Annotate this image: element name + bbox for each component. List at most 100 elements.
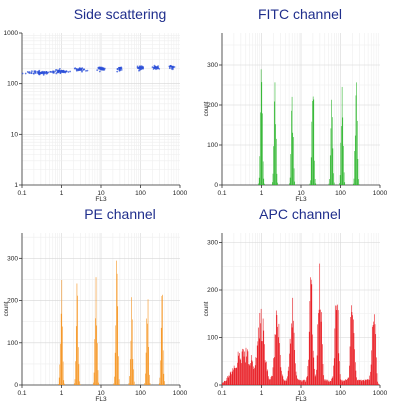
- histogram-bar: [350, 316, 351, 385]
- scatter-point: [101, 66, 103, 69]
- histogram-bar: [295, 363, 296, 385]
- histogram-bar: [133, 381, 135, 385]
- histogram-bar: [341, 379, 343, 385]
- scatter-point: [36, 70, 39, 73]
- histogram-bar: [116, 260, 117, 385]
- histogram-bar: [260, 308, 262, 385]
- histogram-bar: [352, 315, 353, 385]
- histogram-bar: [285, 380, 286, 385]
- scatter-point: [56, 70, 59, 73]
- scatter-point: [30, 72, 33, 74]
- histogram-bar: [229, 372, 231, 385]
- y-tick-label: 300: [7, 255, 18, 262]
- histogram-bar: [254, 365, 256, 385]
- histogram-bar: [160, 360, 161, 385]
- histogram-bar: [276, 315, 278, 385]
- histogram-bar: [297, 378, 298, 385]
- histogram-bar: [225, 381, 226, 385]
- histogram-bar: [129, 376, 130, 385]
- histogram-bar: [264, 344, 265, 385]
- histogram-bar: [358, 379, 359, 385]
- histogram-bar: [269, 379, 270, 385]
- histogram-bar: [272, 367, 274, 385]
- y-axis-label: count: [204, 301, 210, 316]
- histogram-bar: [353, 183, 354, 185]
- histogram-bar: [359, 380, 361, 385]
- histogram-bar: [287, 376, 288, 385]
- scatter-point: [21, 72, 24, 75]
- scatter-point: [120, 69, 123, 71]
- histogram-bar: [225, 380, 227, 385]
- histogram-bar: [294, 349, 296, 385]
- histogram-bar: [164, 384, 166, 385]
- histogram-bar: [280, 367, 282, 385]
- histogram-bar: [343, 380, 345, 385]
- y-tick-label: 200: [207, 287, 218, 294]
- histogram-bar: [163, 373, 165, 385]
- histogram-bar: [341, 380, 342, 385]
- histogram-bar: [328, 380, 330, 385]
- histogram-bar: [338, 353, 340, 385]
- histogram-bar: [267, 369, 269, 385]
- histogram-bar: [291, 110, 292, 185]
- y-tick-label: 0: [214, 382, 218, 389]
- histogram-bar: [283, 379, 284, 385]
- histogram-bar: [289, 177, 291, 185]
- histogram-bar: [144, 383, 146, 385]
- histogram-bar: [276, 173, 278, 185]
- y-tick-label: 0: [14, 382, 18, 389]
- histogram-bar: [323, 375, 324, 385]
- x-tick-label: 0.1: [217, 390, 226, 397]
- histogram-bar: [266, 371, 268, 385]
- histogram-bar: [357, 380, 359, 385]
- x-tick-label: 1000: [373, 190, 388, 197]
- histogram-bar: [333, 358, 335, 385]
- histogram-bar: [371, 350, 373, 385]
- histogram-bar: [277, 182, 278, 185]
- histogram-bar: [260, 112, 261, 185]
- histogram-bar: [332, 148, 334, 185]
- histogram-bar: [249, 365, 251, 385]
- histogram-bar: [302, 379, 304, 385]
- chart-title-fitc: FITC channel: [257, 6, 343, 22]
- y-tick-label: 200: [7, 298, 18, 305]
- histogram-bar: [340, 379, 342, 385]
- histogram-bar: [243, 349, 244, 385]
- grid: [21, 233, 180, 386]
- histogram-bar: [281, 374, 283, 385]
- scatter-point: [32, 72, 35, 75]
- histogram-bar: [77, 347, 79, 385]
- scatter-point: [34, 70, 37, 72]
- histogram-bar: [360, 379, 362, 385]
- histogram-bar: [330, 381, 332, 385]
- scatter-point: [168, 67, 171, 70]
- histogram-bar: [60, 343, 61, 385]
- chart-title-apc: APC channel: [259, 206, 341, 222]
- histogram-bar: [117, 306, 119, 385]
- x-axis-label: FL3: [295, 396, 307, 403]
- histogram-bar: [334, 328, 336, 385]
- histogram-bar: [315, 183, 317, 185]
- y-tick-label: 200: [207, 102, 218, 109]
- histogram-bar: [370, 371, 371, 385]
- y-axis-label: count: [4, 301, 10, 316]
- histogram-bar: [161, 296, 163, 385]
- histogram-bar: [74, 379, 76, 385]
- x-tick-label: 10: [97, 190, 105, 197]
- x-tick-label: 1: [60, 390, 64, 397]
- histogram-bar: [116, 273, 118, 385]
- histogram-bar: [311, 121, 313, 185]
- apc-histogram: 0.1 1 10 100 1000 0 100 200 300 FL3 count: [204, 233, 388, 403]
- histogram-bar: [128, 383, 130, 385]
- histogram-bar: [162, 350, 164, 385]
- y-tick-label: 300: [207, 62, 218, 69]
- scatter-point: [28, 71, 31, 73]
- scatter-point: [62, 71, 65, 73]
- histogram-bar: [227, 377, 229, 385]
- histogram-bar: [294, 181, 296, 185]
- scatter-point: [31, 70, 33, 73]
- x-tick-label: 1000: [173, 190, 188, 197]
- histogram-bar: [260, 69, 262, 185]
- histogram-bars: [222, 263, 380, 385]
- histogram-bar: [312, 96, 314, 185]
